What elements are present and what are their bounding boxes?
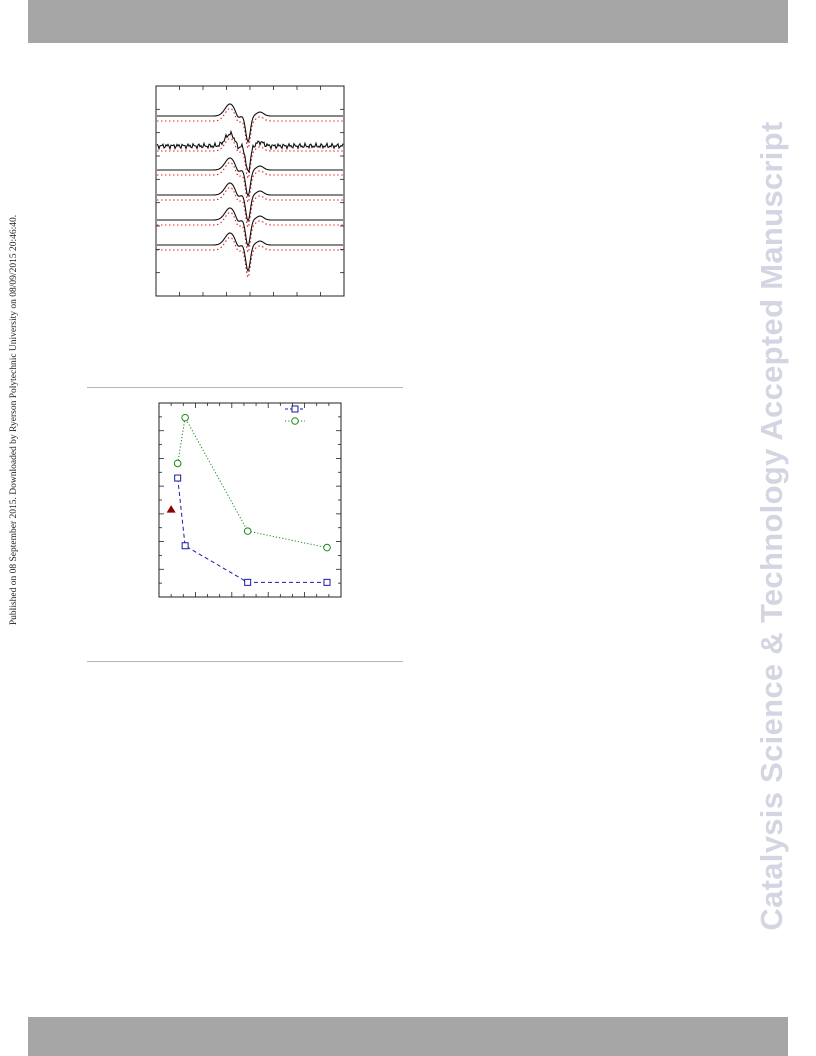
data-point-square (244, 578, 252, 586)
simulated-spectrum (157, 107, 343, 150)
scatter-frame (158, 402, 342, 598)
scatter-points (166, 413, 331, 586)
figure-separator-top (87, 387, 403, 388)
data-point-square (323, 578, 331, 586)
scatter-figure (158, 402, 342, 598)
header-bar (28, 0, 788, 43)
data-point-circle (243, 527, 252, 535)
watermark-text: Catalysis Science & Technology Accepted … (754, 121, 789, 931)
series-line-square (177, 477, 327, 583)
series-line-circle (177, 416, 328, 549)
footer-bar (28, 1017, 788, 1056)
data-point-circle (173, 459, 182, 468)
data-point-square (174, 474, 182, 482)
spectra-ticks (156, 86, 344, 296)
scatter-legend (285, 405, 305, 425)
figure-separator-bottom (87, 661, 403, 662)
spectra-figure (155, 85, 345, 297)
publication-note-text: Published on 08 September 2015. Download… (9, 214, 19, 626)
experimental-spectrum (156, 129, 344, 174)
simulated-spectrum (157, 186, 343, 229)
experimental-spectrum (157, 207, 343, 248)
experimental-spectrum (157, 157, 343, 198)
data-point-circle (181, 413, 189, 422)
data-point-square (181, 542, 189, 550)
data-point-circle (323, 543, 331, 552)
simulated-spectrum (157, 211, 343, 254)
simulated-spectrum (157, 236, 343, 279)
legend-marker-circle (291, 417, 299, 425)
data-point-triangle (166, 505, 176, 513)
experimental-spectrum (157, 232, 343, 273)
legend-marker-square (291, 405, 299, 413)
scatter-lines (177, 416, 328, 583)
spectra-traces (156, 103, 344, 279)
experimental-spectrum (157, 182, 343, 223)
scatter-ticks (159, 403, 341, 597)
experimental-spectrum (157, 103, 343, 144)
